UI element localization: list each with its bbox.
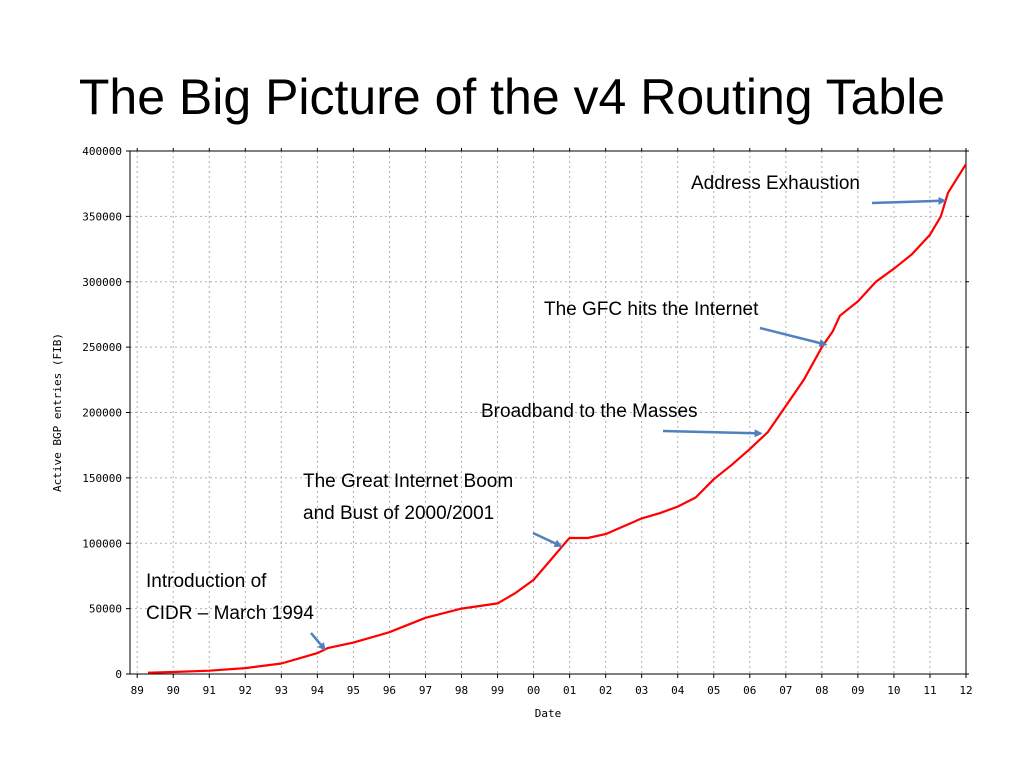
x-tick-label: 93 xyxy=(275,684,288,697)
y-tick-label: 250000 xyxy=(82,341,122,354)
x-tick-label: 01 xyxy=(563,684,576,697)
annotation-text: The GFC hits the Internet xyxy=(544,299,759,320)
annotation-line: Address Exhaustion xyxy=(691,173,860,194)
x-tick-label: 06 xyxy=(743,684,756,697)
y-tick-label: 350000 xyxy=(82,210,122,223)
annotation-line: CIDR – March 1994 xyxy=(146,603,314,624)
x-tick-label: 02 xyxy=(599,684,612,697)
annotation-line: The Great Internet Boom xyxy=(303,471,513,492)
annotation-text: The Great Internet Boom and Bust of 2000/… xyxy=(303,471,513,524)
x-tick-label: 91 xyxy=(203,684,216,697)
annotation-arrow xyxy=(532,531,563,547)
annotation-text: Address Exhaustion xyxy=(691,173,860,194)
y-tick-label: 150000 xyxy=(82,472,122,485)
slide-title: The Big Picture of the v4 Routing Table xyxy=(78,69,946,125)
x-tick-label: 95 xyxy=(347,684,360,697)
annotations: Address Exhaustion The GFC hits the Inter… xyxy=(146,173,947,651)
x-tick-label: 97 xyxy=(419,684,432,697)
annotation-arrow xyxy=(662,429,763,438)
ticks: 89 90 91 92 93 94 95 96 97 98 99 00 01 02 03 04 05 06 07 08… xyxy=(82,145,972,697)
x-tick-label: 04 xyxy=(671,684,685,697)
annotation-arrow xyxy=(871,196,947,205)
annotation-arrow xyxy=(759,326,828,347)
x-tick-label: 89 xyxy=(131,684,144,697)
x-tick-label: 90 xyxy=(167,684,180,697)
annotation-line: The GFC hits the Internet xyxy=(544,299,759,320)
x-tick-label: 99 xyxy=(491,684,504,697)
y-tick-label: 0 xyxy=(115,668,122,681)
x-tick-label: 92 xyxy=(239,684,252,697)
x-tick-label: 96 xyxy=(383,684,396,697)
x-tick-label: 10 xyxy=(887,684,900,697)
series-line xyxy=(147,163,967,674)
x-tick-label: 00 xyxy=(527,684,540,697)
y-axis-label: Active BGP entries (FIB) xyxy=(51,333,64,492)
x-tick-label: 11 xyxy=(923,684,936,697)
x-axis-label: Date xyxy=(535,707,562,720)
y-tick-label: 50000 xyxy=(89,603,122,616)
y-tick-label: 400000 xyxy=(82,145,122,158)
y-tick-label: 100000 xyxy=(82,537,122,550)
y-tick-label: 300000 xyxy=(82,276,122,289)
x-tick-label: 94 xyxy=(311,684,325,697)
x-tick-label: 05 xyxy=(707,684,720,697)
x-tick-label: 12 xyxy=(959,684,972,697)
annotation-text: Introduction of CIDR – March 1994 xyxy=(146,571,314,624)
annotation-line: Broadband to the Masses xyxy=(481,401,698,422)
annotation-text: Broadband to the Masses xyxy=(481,401,698,422)
x-tick-label: 09 xyxy=(851,684,864,697)
x-tick-label: 08 xyxy=(815,684,828,697)
x-tick-label: 07 xyxy=(779,684,792,697)
series xyxy=(147,163,967,674)
y-tick-label: 200000 xyxy=(82,407,122,420)
x-tick-label: 98 xyxy=(455,684,468,697)
annotation-line: Introduction of xyxy=(146,571,267,592)
x-tick-label: 03 xyxy=(635,684,648,697)
annotation-arrow xyxy=(310,632,326,651)
annotation-line: and Bust of 2000/2001 xyxy=(303,503,494,524)
